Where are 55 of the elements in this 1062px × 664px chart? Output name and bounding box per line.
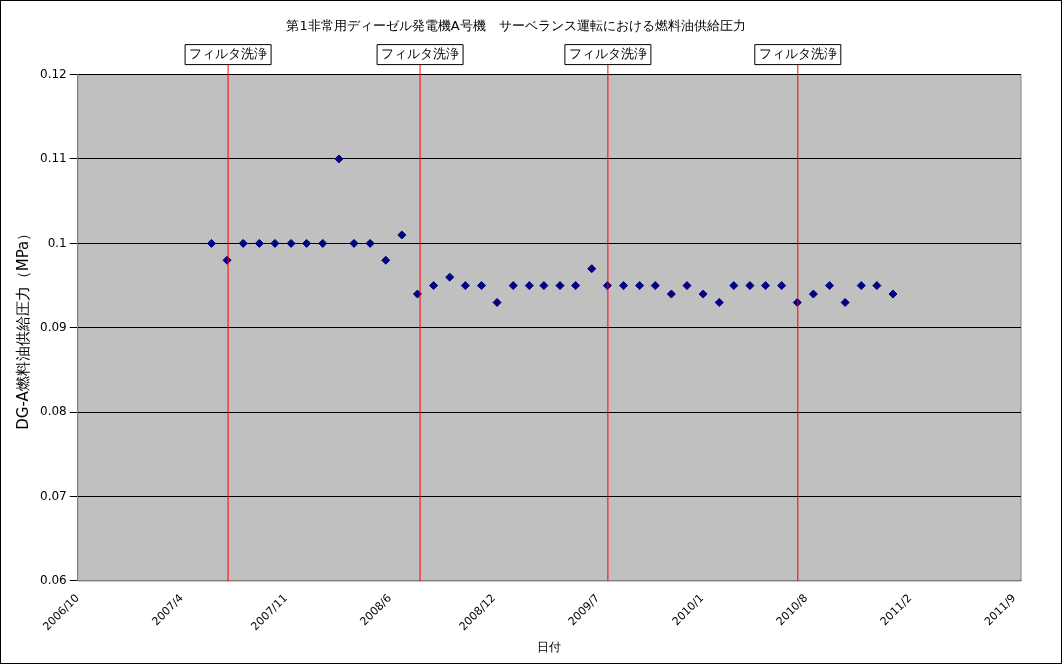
point bbox=[286, 238, 296, 248]
point bbox=[698, 289, 708, 299]
point bbox=[460, 281, 470, 291]
point bbox=[412, 289, 422, 299]
y-tick-label: 0.08 bbox=[40, 404, 67, 419]
point bbox=[808, 289, 818, 299]
point bbox=[635, 281, 645, 291]
point bbox=[318, 238, 328, 248]
point bbox=[872, 281, 882, 291]
ref-line-label: フィルタ洗浄 bbox=[758, 45, 837, 61]
point bbox=[714, 297, 724, 307]
point bbox=[729, 281, 739, 291]
y-axis-title: DG-A燃料油供給圧力（MPa） bbox=[13, 225, 32, 430]
point bbox=[381, 255, 391, 265]
ref-line-label: フィルタ洗浄 bbox=[381, 45, 460, 61]
point bbox=[238, 238, 248, 248]
point bbox=[445, 272, 455, 282]
y-tick-label: 0.07 bbox=[40, 488, 67, 503]
y-tick-label: 0.06 bbox=[40, 573, 67, 588]
point bbox=[492, 297, 502, 307]
point bbox=[539, 281, 549, 291]
point bbox=[682, 281, 692, 291]
point bbox=[571, 281, 581, 291]
point bbox=[587, 264, 597, 274]
point bbox=[840, 297, 850, 307]
ref-line-label: フィルタ洗浄 bbox=[568, 45, 647, 61]
point bbox=[777, 281, 787, 291]
point bbox=[761, 281, 771, 291]
point bbox=[365, 238, 375, 248]
point bbox=[555, 281, 565, 291]
y-tick-label: 0.11 bbox=[40, 151, 67, 166]
point bbox=[650, 281, 660, 291]
y-tick-label: 0.1 bbox=[47, 235, 67, 250]
y-tick-label: 0.12 bbox=[40, 66, 67, 81]
point bbox=[254, 238, 264, 248]
point bbox=[825, 281, 835, 291]
point bbox=[508, 281, 518, 291]
point bbox=[619, 281, 628, 291]
ref-line-label: フィルタ洗浄 bbox=[189, 45, 268, 61]
point bbox=[302, 238, 312, 248]
x-axis-title: 日付 bbox=[537, 639, 562, 654]
point bbox=[666, 289, 676, 299]
point bbox=[270, 238, 280, 248]
point bbox=[524, 281, 534, 291]
point bbox=[429, 281, 439, 291]
point bbox=[206, 238, 216, 248]
point bbox=[397, 230, 407, 240]
point bbox=[334, 154, 344, 164]
chart-title: 第1非常用ディーゼル発電機A号機 サーベランス運転における燃料油供給圧力 bbox=[286, 18, 746, 34]
point bbox=[745, 281, 755, 291]
point bbox=[476, 281, 486, 291]
point bbox=[856, 281, 866, 291]
point bbox=[888, 289, 898, 299]
point bbox=[349, 238, 359, 248]
y-tick-label: 0.09 bbox=[40, 319, 67, 334]
